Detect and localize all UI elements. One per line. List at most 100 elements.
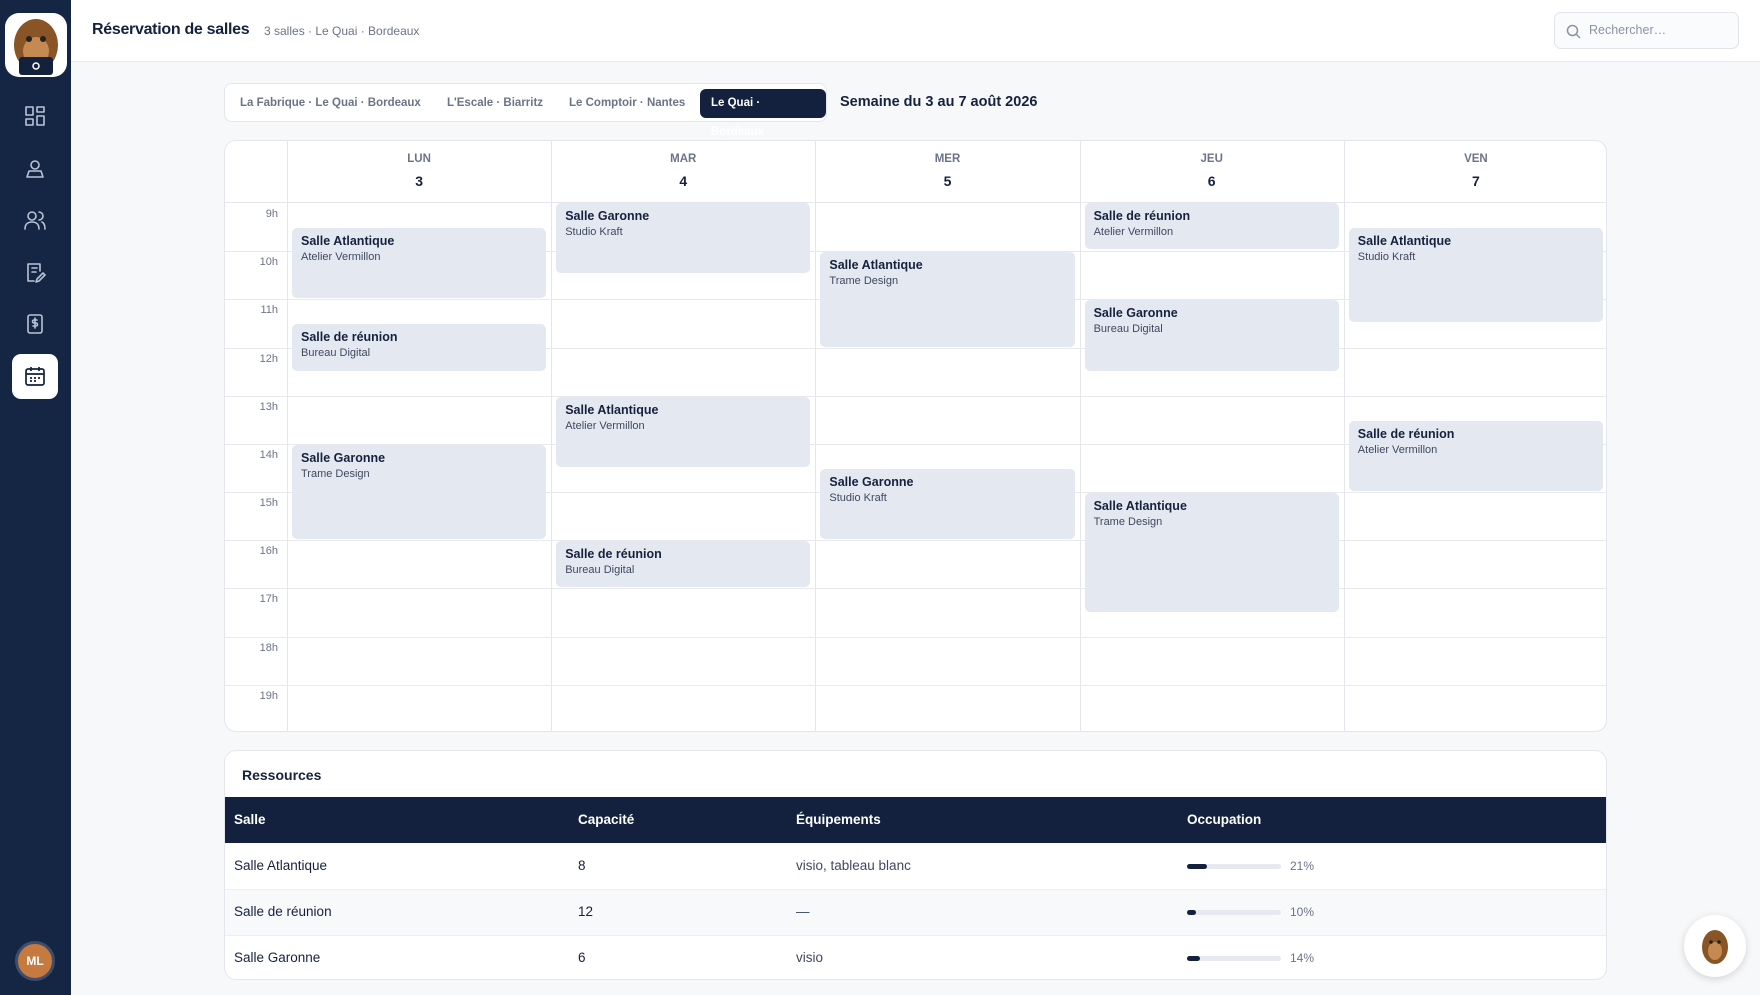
site-tab[interactable]: La Fabrique · Le Quai · Bordeaux — [240, 97, 421, 109]
hour-line — [225, 540, 1606, 542]
hour-label: 17h — [259, 593, 278, 606]
booking-room: Salle de réunion — [301, 330, 398, 345]
assistant-icon — [1702, 930, 1728, 964]
booking[interactable]: Salle Garonne Bureau Digital — [1084, 300, 1339, 371]
hour-label: 12h — [259, 352, 278, 365]
day-name: MAR — [670, 153, 697, 165]
day-divider — [551, 141, 553, 731]
occupation-track — [1187, 956, 1281, 961]
nav-calendar-active[interactable] — [12, 354, 58, 399]
booking-client: Bureau Digital — [301, 347, 371, 360]
booking-client: Trame Design — [829, 275, 899, 288]
occupation-label: 21% — [1290, 859, 1315, 873]
booking[interactable]: Salle Atlantique Atelier Vermillon — [292, 228, 547, 299]
booking[interactable]: Salle Atlantique Trame Design — [1084, 493, 1339, 612]
hour-line — [225, 636, 1606, 638]
hour-label: 13h — [259, 400, 278, 413]
booking[interactable]: Salle Atlantique Atelier Vermillon — [556, 396, 811, 467]
site-tab[interactable]: Le Quai · Bordeaux — [700, 89, 826, 138]
nav-dashboard[interactable] — [24, 105, 46, 127]
booking[interactable]: Salle de réunion Bureau Digital — [292, 324, 547, 371]
booking-client: Atelier Vermillon — [565, 419, 645, 432]
day-number: 7 — [1471, 173, 1480, 189]
occupation-bar — [1187, 864, 1207, 869]
booking[interactable]: Salle Garonne Studio Kraft — [820, 469, 1075, 540]
calendar: LUN 3 MAR 4 MER 5 JEU 6 VEN 7 9h 10h 11h 12h 13h 14h 15h… — [224, 140, 1607, 732]
booking-room: Salle Atlantique — [829, 258, 923, 273]
nav-calendar-icon — [25, 367, 45, 386]
day-divider — [1343, 141, 1345, 731]
site-tab[interactable]: Le Comptoir · Nantes — [569, 97, 686, 109]
booking-client: Atelier Vermillon — [1093, 226, 1174, 238]
hour-label: 10h — [259, 256, 278, 269]
day-number: 4 — [679, 173, 688, 189]
hour-label: 9h — [265, 208, 278, 220]
hour-line — [225, 347, 1606, 349]
nav-location[interactable] — [24, 157, 46, 179]
booking-client: Studio Kraft — [1357, 251, 1416, 264]
booking-room: Salle Atlantique — [301, 234, 395, 249]
booking-client: Bureau Digital — [565, 564, 635, 577]
room-capacity: 12 — [578, 904, 594, 919]
booking-room: Salle Garonne — [565, 209, 650, 223]
hour-label: 15h — [259, 497, 278, 510]
column-header: Occupation — [1187, 812, 1262, 827]
week-label: Semaine du 3 au 7 août 2026 — [840, 94, 1038, 110]
nav-users[interactable] — [24, 209, 46, 231]
search-icon — [1566, 24, 1581, 39]
nav-billing[interactable] — [24, 313, 46, 335]
hour-label: 14h — [259, 448, 278, 461]
table-header — [225, 797, 1606, 843]
occupation-track — [1187, 910, 1281, 915]
day-name: MER — [934, 153, 961, 165]
occupation-bar — [1187, 910, 1197, 915]
table-row — [225, 935, 1606, 979]
column-header: Équipements — [796, 812, 881, 827]
booking-room: Salle Atlantique — [565, 402, 659, 417]
resources-card: Ressources Salle Capacité Équipements Occup… — [224, 750, 1607, 980]
day-number: 3 — [415, 173, 423, 189]
occupation-bar — [1187, 956, 1201, 961]
room-capacity: 6 — [578, 950, 586, 965]
occupation-label: 14% — [1290, 951, 1315, 965]
hour-line — [225, 251, 1606, 253]
booking-room: Salle Atlantique — [1357, 234, 1452, 249]
day-divider — [1079, 141, 1081, 731]
booking-client: Trame Design — [1093, 516, 1163, 529]
nav-contracts[interactable] — [24, 261, 46, 283]
booking[interactable]: Salle Garonne Trame Design — [292, 444, 547, 540]
user-avatar[interactable]: ML — [15, 941, 55, 981]
site-tab[interactable]: L'Escale · Biarritz — [447, 97, 544, 109]
booking[interactable]: Salle Garonne Studio Kraft — [556, 203, 811, 274]
booking-room: Salle de réunion — [1357, 426, 1455, 441]
booking-client: Studio Kraft — [565, 226, 623, 238]
page-subtitle: 3 salles · Le Quai · Bordeaux — [264, 24, 420, 38]
booking[interactable]: Salle de réunion Atelier Vermillon — [1348, 420, 1603, 492]
search-box[interactable]: Rechercher… — [1554, 12, 1739, 49]
room-equipment: visio, tableau blanc — [796, 858, 911, 873]
booking-room: Salle Garonne — [1093, 306, 1178, 321]
occupation-label: 10% — [1290, 905, 1315, 919]
top-bar: Réservation de salles 3 salles · Le Quai… — [71, 0, 1760, 62]
hour-line — [225, 588, 1606, 590]
day-name: VEN — [1464, 153, 1488, 165]
booking-room: Salle de réunion — [565, 547, 662, 562]
day-number: 5 — [943, 173, 952, 189]
assistant-button[interactable] — [1684, 915, 1746, 977]
booking[interactable]: Salle Atlantique Studio Kraft — [1348, 228, 1603, 323]
booking[interactable]: Salle Atlantique Trame Design — [820, 252, 1075, 347]
column-header: Capacité — [578, 812, 635, 827]
booking-client: Studio Kraft — [829, 492, 887, 504]
hour-label: 18h — [259, 641, 278, 654]
booking[interactable]: Salle de réunion Atelier Vermillon — [1084, 203, 1339, 250]
day-divider — [287, 141, 288, 731]
occupation-track — [1187, 864, 1281, 869]
booking[interactable]: Salle de réunion Bureau Digital — [556, 541, 811, 588]
logo[interactable] — [5, 13, 67, 77]
resources-title: Ressources — [242, 767, 322, 783]
calendar-header-line — [225, 202, 1606, 203]
booking-room: Salle Garonne — [829, 475, 914, 489]
room-capacity: 8 — [578, 858, 586, 873]
